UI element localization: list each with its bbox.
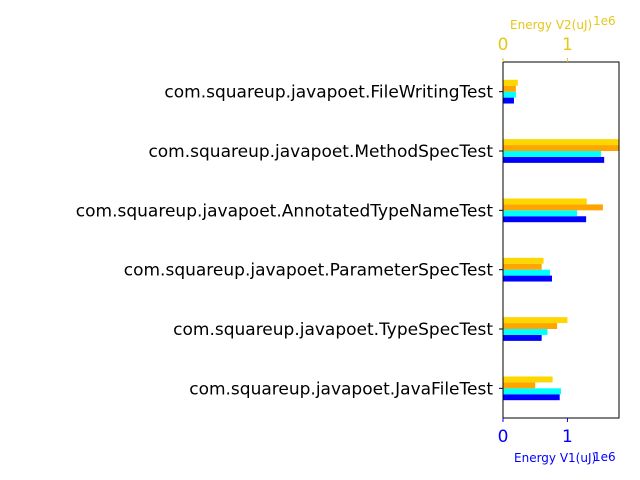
plot-frame [502, 61, 620, 419]
bar [503, 79, 518, 86]
category-label: com.squareup.javapoet.JavaFileTest [189, 379, 493, 399]
bar [503, 329, 548, 335]
bar [503, 388, 561, 395]
top-axis-label: Energy V2(uJ) [510, 18, 592, 32]
bottom-axis-offset-text: 1e6 [593, 450, 616, 464]
category-label: com.squareup.javapoet.TypeSpecTest [173, 320, 493, 340]
bar [503, 263, 542, 270]
bar [503, 394, 560, 401]
bar [503, 85, 516, 92]
bar [503, 139, 619, 146]
bar [503, 204, 603, 211]
category-label: com.squareup.javapoet.FileWritingTest [164, 83, 493, 103]
bar [503, 198, 587, 205]
bar [503, 382, 536, 389]
bar [503, 145, 619, 151]
bottom-axis-label: Energy V1(uJ) [514, 451, 596, 465]
category-labels: com.squareup.javapoet.FileWritingTest com… [76, 83, 503, 399]
bar [503, 210, 578, 217]
top-tick-label: 0 [498, 35, 509, 55]
bar [503, 334, 542, 341]
bar [503, 317, 568, 324]
top-tick-label: 1 [562, 35, 573, 55]
category-label: com.squareup.javapoet.ParameterSpecTest [124, 261, 494, 281]
bar [503, 257, 544, 264]
category-label: com.squareup.javapoet.AnnotatedTypeNameT… [76, 201, 494, 221]
category-label: com.squareup.javapoet.MethodSpecTest [148, 142, 493, 162]
bar [503, 275, 552, 282]
bottom-tick-label: 1 [562, 427, 573, 447]
bar [503, 156, 605, 163]
bar [503, 91, 516, 98]
bar [503, 216, 587, 223]
bar [503, 151, 601, 157]
bar [503, 269, 551, 276]
bars-layer [503, 79, 619, 401]
bottom-tick-label: 0 [498, 427, 509, 447]
bar [503, 97, 514, 104]
bar [503, 323, 558, 329]
top-axis-offset-text: 1e6 [593, 14, 616, 28]
bar [503, 376, 553, 383]
